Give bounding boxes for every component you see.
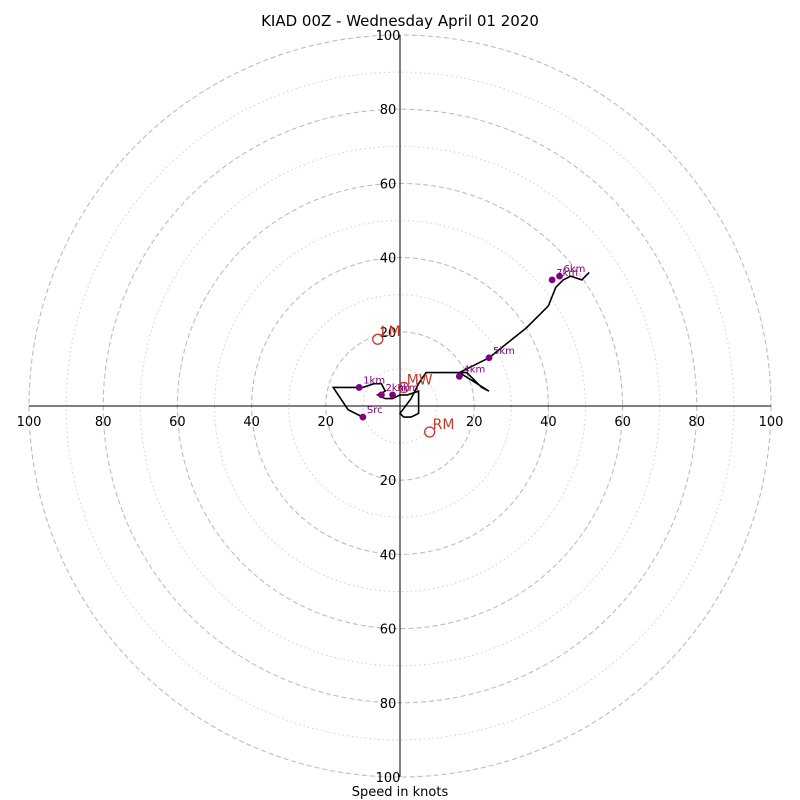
height-point: [556, 272, 563, 280]
chart-title: KIAD 00Z - Wednesday April 01 2020: [261, 12, 539, 30]
x-tick-label: 60: [169, 415, 186, 430]
y-tick-label: 60: [380, 623, 397, 638]
hodograph-line: [331, 271, 590, 418]
height-point: [389, 391, 396, 399]
height-label: Src: [367, 405, 383, 416]
x-tick-label: 40: [243, 415, 260, 430]
y-tick-label: 20: [380, 474, 397, 489]
height-label: 1km: [363, 375, 385, 386]
height-label: 3km: [397, 383, 419, 394]
height-point: [485, 354, 493, 362]
y-tick-label: 60: [380, 177, 397, 192]
x-tick-label: 100: [17, 415, 42, 430]
axes: [29, 35, 771, 777]
storm-motion-label: MW: [407, 372, 433, 388]
height-label: 2km: [385, 383, 407, 394]
storm-motion-marker: [398, 381, 410, 394]
storm-motion-label: LM: [381, 324, 401, 340]
x-tick-label: 80: [689, 415, 706, 430]
y-tick-label: 80: [380, 697, 397, 712]
height-label: 5km: [493, 346, 515, 357]
height-label: 7km: [556, 268, 578, 279]
hodograph-trace: [331, 271, 590, 418]
y-tick-label: 40: [380, 548, 397, 563]
height-point: [378, 391, 385, 399]
storm-motion-label: RM: [433, 417, 455, 433]
y-tick-label: 100: [376, 29, 401, 44]
x-tick-label: 60: [614, 415, 631, 430]
height-point: [359, 413, 367, 421]
tick-labels: 100 80 60 40 20 20 40 60 80 100 100 80 60 40 20 20 40 60 8…: [17, 29, 784, 786]
storm-motion-marker: [372, 333, 384, 345]
y-tick-label: 20: [380, 326, 397, 341]
x-tick-label: 100: [759, 415, 784, 430]
storm-motion-markers: LM MW RM: [372, 324, 455, 438]
x-tick-label: 20: [466, 415, 483, 430]
height-point: [355, 384, 363, 391]
y-tick-label: 80: [380, 103, 397, 118]
x-tick-label: 40: [540, 415, 557, 430]
x-tick-label: 80: [95, 415, 112, 430]
height-point: [455, 372, 463, 380]
height-point: [548, 276, 556, 284]
x-axis-label: Speed in knots: [352, 785, 449, 800]
y-tick-label: 100: [376, 771, 401, 786]
x-tick-label: 20: [318, 415, 335, 430]
y-tick-label: 40: [380, 252, 397, 267]
height-label: 6km: [564, 264, 586, 275]
storm-motion-marker: [424, 426, 436, 438]
height-label: 4km: [463, 364, 485, 375]
